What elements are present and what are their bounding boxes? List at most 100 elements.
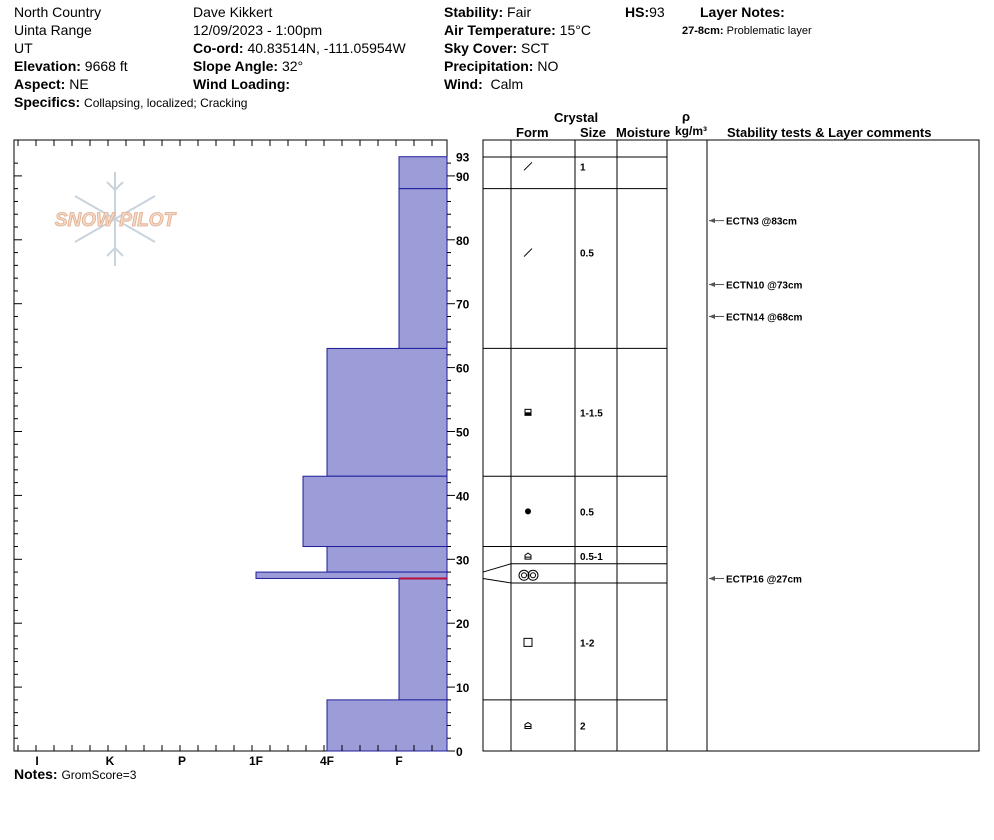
notes: Notes: GromScore=3	[14, 766, 136, 783]
hardness-label: 1F	[249, 754, 263, 768]
notes-text: GromScore=3	[61, 768, 137, 782]
wind: Wind: Calm	[444, 76, 523, 92]
depth-label: 0	[456, 745, 463, 759]
depth-label: 30	[456, 553, 470, 567]
hardness-bar	[326, 347, 448, 477]
depth-label: 60	[456, 362, 470, 376]
crystal-size: 1-1.5	[580, 408, 603, 419]
logo-text: SNOW PILOT	[55, 210, 177, 231]
stability-label: Stability:	[444, 4, 504, 20]
air-temp-label: Air Temperature:	[444, 22, 556, 38]
layer-note: 27-8cm: Problematic layer	[682, 23, 812, 39]
hardness-label: F	[395, 754, 402, 768]
depth-label: 80	[456, 234, 470, 248]
notes-label: Notes:	[14, 766, 58, 782]
slope-value: 32°	[281, 58, 304, 74]
layer-connector	[482, 563, 512, 573]
crystal-form-icon	[524, 552, 532, 560]
crust-icon	[527, 569, 539, 581]
coordinates: Co-ord: 40.83514N, -111.05954W	[193, 40, 406, 56]
hardness-label: P	[178, 754, 186, 768]
hardness-label: I	[35, 754, 38, 768]
location: North Country	[14, 4, 102, 20]
crystal-size: 1	[580, 162, 586, 173]
depth-label: 10	[456, 681, 470, 695]
stability-test-label: ECTP16 @27cm	[726, 574, 802, 585]
col-rho: ρ	[682, 109, 691, 124]
crystal-size: 0.5	[580, 249, 594, 260]
stability: Stability: Fair	[444, 4, 531, 20]
stability-test-label: ECTN3 @83cm	[726, 217, 797, 228]
sky-value: SCT	[521, 40, 550, 56]
depth-hoar-icon	[524, 552, 532, 560]
slope-angle: Slope Angle: 32°	[193, 58, 303, 74]
layer-note-text: Problematic layer	[726, 25, 812, 37]
hardness-bar	[398, 188, 448, 349]
specifics-label: Specifics:	[14, 94, 81, 110]
coord-label: Co-ord:	[193, 40, 244, 56]
wind-label: Wind:	[444, 76, 483, 92]
crystal-form-icon	[524, 721, 532, 729]
precip-label: Precipitation:	[444, 58, 534, 74]
faceted-rounded-fill	[525, 412, 531, 416]
hardness-bar	[255, 571, 448, 579]
rounded-icon	[525, 508, 531, 515]
snowpilot-logo: SNOW PILOT	[54, 172, 177, 266]
depth-hoar-icon	[524, 721, 532, 729]
aspect: Aspect: NE	[14, 76, 89, 92]
slope-label: Slope Angle:	[193, 58, 279, 74]
hardness-bar	[326, 546, 448, 573]
specifics-value: Collapsing, localized; Cracking	[84, 96, 248, 110]
wind-loading: Wind Loading:	[193, 76, 294, 92]
date-time: 12/09/2023 - 1:00pm	[193, 22, 323, 38]
specifics: Specifics: Collapsing, localized; Cracki…	[14, 94, 247, 111]
stability-value: Fair	[507, 4, 532, 20]
elevation-label: Elevation:	[14, 58, 81, 74]
crystal-form-icon	[523, 248, 533, 257]
layer-connector	[482, 577, 512, 584]
depth-label: 70	[456, 298, 470, 312]
state: UT	[14, 40, 33, 56]
aspect-label: Aspect:	[14, 76, 66, 92]
snowflake-icon	[74, 172, 156, 266]
hardness-bar	[398, 577, 448, 701]
wind-loading-label: Wind Loading:	[193, 76, 291, 92]
col-size: Size	[580, 125, 607, 140]
depth-label: 90	[456, 170, 470, 184]
col-form: Form	[516, 125, 549, 140]
depth-top-label: 93	[456, 151, 470, 165]
precip-value: NO	[537, 58, 559, 74]
stability-test-label: ECTN10 @73cm	[726, 281, 803, 292]
mountain-range: Uinta Range	[14, 22, 92, 38]
aspect-value: NE	[69, 76, 89, 92]
snow-height: HS:93	[625, 4, 665, 20]
crystal-size: 2	[580, 721, 586, 732]
layer-table-frame	[482, 139, 980, 752]
layer-note-range: 27-8cm:	[682, 25, 724, 37]
col-comments: Stability tests & Layer comments	[727, 125, 932, 140]
hardness-label: 4F	[320, 754, 334, 768]
faceted-icon	[523, 637, 533, 647]
depth-label: 20	[456, 617, 470, 631]
elevation-value: 9668 ft	[84, 58, 128, 74]
test-arrow-icon	[709, 313, 715, 319]
hardness-label: K	[106, 754, 115, 768]
crust-icon-inner	[521, 572, 527, 579]
stability-test-label: ECTN14 @68cm	[726, 312, 803, 323]
crust-icon-inner	[530, 572, 536, 579]
hs-value: 93	[649, 4, 665, 20]
crystal-size: 0.5-1	[580, 552, 603, 563]
crystal-form-icon	[523, 637, 533, 647]
crystal-size: 1-2	[580, 638, 595, 649]
decomposing-icon	[523, 161, 533, 171]
sky-label: Sky Cover:	[444, 40, 518, 56]
crystal-form-icon	[518, 569, 539, 581]
depth-label: 50	[456, 426, 470, 440]
crystal-size: 0.5	[580, 507, 594, 518]
col-density-unit: kg/m³	[675, 124, 708, 138]
hardness-bar	[302, 475, 448, 548]
hardness-bar	[398, 156, 448, 190]
wind-value: Calm	[490, 76, 524, 92]
hardness-bar	[326, 699, 448, 752]
